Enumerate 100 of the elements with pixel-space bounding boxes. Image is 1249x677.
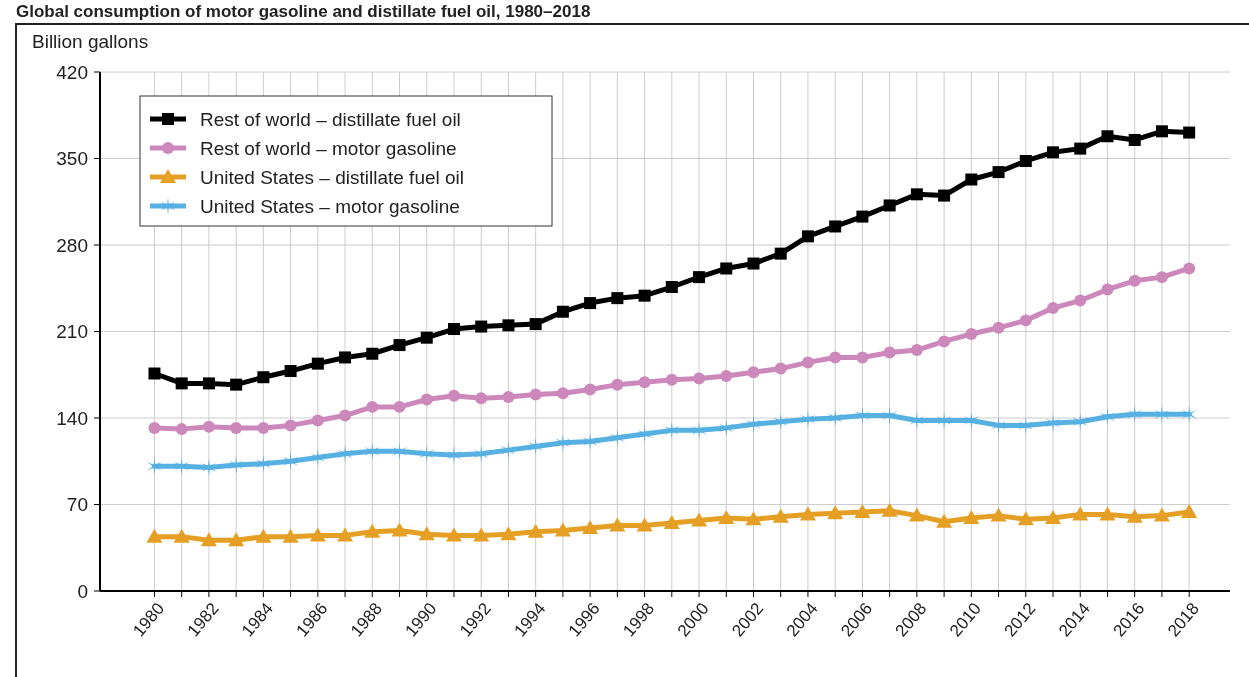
- point: [202, 420, 215, 433]
- point: [257, 371, 270, 384]
- point: [663, 515, 680, 530]
- point: [691, 512, 708, 527]
- point: [500, 441, 517, 460]
- point: [910, 344, 923, 357]
- point: [445, 527, 462, 542]
- point: [1183, 126, 1196, 139]
- point: [173, 528, 190, 543]
- point: [1017, 511, 1034, 526]
- point: [475, 320, 488, 333]
- point: [582, 519, 599, 534]
- point: [1045, 510, 1062, 525]
- point: [418, 526, 435, 541]
- point: [638, 289, 651, 302]
- point: [366, 347, 379, 360]
- point: [527, 437, 544, 456]
- legend-label: Rest of world – motor gasoline: [200, 137, 457, 159]
- legend-label: United States – distillate fuel oil: [200, 166, 465, 188]
- point: [554, 522, 571, 537]
- point: [827, 505, 844, 520]
- point: [311, 414, 324, 427]
- point: [311, 357, 324, 370]
- point: [584, 383, 597, 396]
- point: [1047, 302, 1060, 315]
- point: [282, 452, 299, 471]
- point: [609, 517, 626, 532]
- point: [611, 292, 624, 305]
- point: [447, 323, 460, 336]
- point: [745, 415, 762, 434]
- y-axis-title: Billion gallons: [32, 31, 149, 52]
- point: [364, 523, 381, 538]
- point: [228, 532, 245, 547]
- point: [1019, 314, 1032, 327]
- point: [990, 507, 1007, 522]
- point: [854, 503, 871, 518]
- point: [718, 510, 735, 525]
- point: [257, 421, 270, 434]
- point: [636, 517, 653, 532]
- chart-title: Global consumption of motor gasoline and distillate fuel oil, 1980–2018: [16, 2, 591, 21]
- point: [420, 393, 433, 406]
- point: [175, 377, 188, 390]
- point: [609, 428, 626, 447]
- point: [393, 339, 406, 352]
- point: [148, 421, 161, 434]
- point: [801, 230, 814, 243]
- point: [747, 366, 760, 379]
- point: [965, 327, 978, 340]
- point: [829, 351, 842, 364]
- point: [1074, 142, 1087, 155]
- point: [745, 511, 762, 526]
- point: [393, 400, 406, 413]
- point: [638, 376, 651, 389]
- point: [1099, 506, 1116, 521]
- point: [255, 454, 272, 473]
- legend-label: United States – motor gasoline: [200, 195, 460, 217]
- point: [230, 378, 243, 391]
- point: [827, 409, 843, 427]
- point: [230, 421, 243, 434]
- point: [473, 527, 490, 542]
- point: [636, 425, 653, 444]
- point: [720, 262, 733, 275]
- point: [502, 319, 515, 332]
- y-tick-label: 140: [56, 407, 88, 429]
- point: [990, 416, 1007, 435]
- point: [965, 173, 978, 186]
- point: [910, 188, 923, 201]
- point: [938, 189, 951, 202]
- point: [391, 522, 408, 537]
- point: [529, 318, 542, 331]
- point: [963, 510, 980, 525]
- legend-label: Rest of world – distillate fuel oil: [200, 108, 461, 130]
- point: [1155, 271, 1168, 284]
- y-tick-label: 210: [56, 321, 88, 343]
- point: [1126, 405, 1143, 424]
- point: [829, 220, 842, 233]
- point: [1047, 146, 1060, 159]
- point: [1101, 283, 1114, 296]
- point: [881, 406, 898, 425]
- point: [1072, 506, 1089, 521]
- point: [337, 527, 354, 542]
- point: [1019, 154, 1032, 167]
- point: [284, 419, 297, 432]
- point: [799, 506, 816, 521]
- point: [175, 423, 188, 436]
- point: [774, 247, 787, 260]
- point: [720, 369, 733, 382]
- point: [1128, 274, 1141, 287]
- point: [584, 297, 597, 310]
- point: [693, 271, 706, 284]
- point: [693, 372, 706, 385]
- y-tick-label: 350: [56, 148, 88, 170]
- point: [339, 351, 352, 364]
- point: [992, 166, 1005, 179]
- point: [309, 527, 326, 542]
- point: [364, 442, 381, 461]
- point: [500, 526, 517, 541]
- point: [1017, 416, 1034, 435]
- point: [418, 444, 435, 463]
- point: [173, 457, 190, 476]
